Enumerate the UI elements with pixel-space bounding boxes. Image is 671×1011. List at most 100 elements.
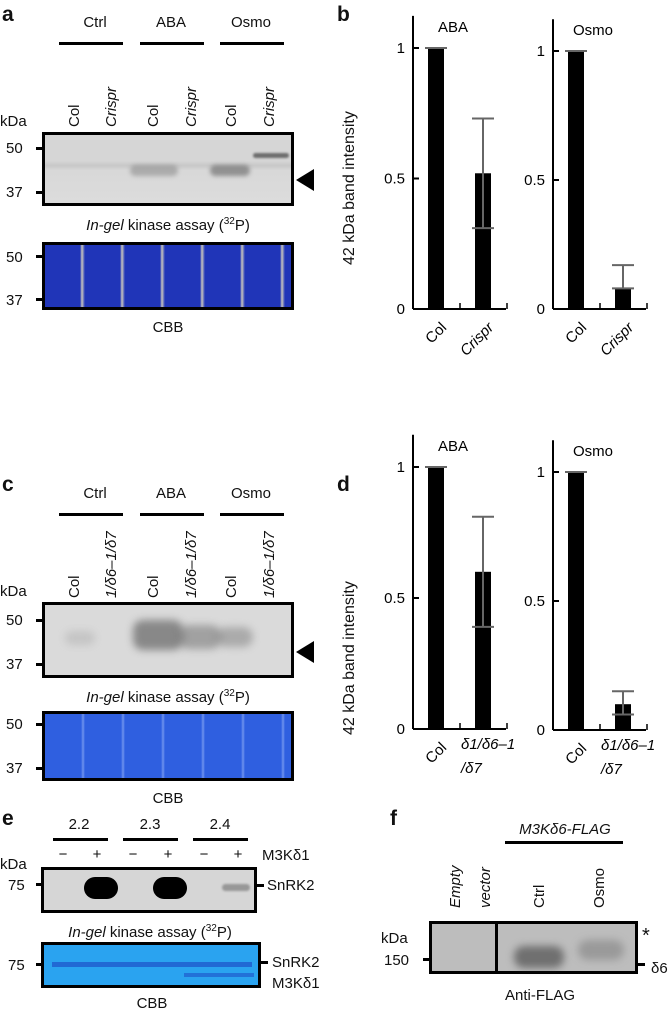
group-line <box>59 42 123 45</box>
marker-50: 50 <box>6 716 23 733</box>
marker-50: 50 <box>6 249 23 266</box>
y-tick-label: 1 <box>537 43 545 60</box>
y-tick-label: 0.5 <box>384 171 405 188</box>
band-label: δ6 <box>651 960 668 977</box>
band-label: SnRK2 <box>267 877 315 894</box>
marker-75: 75 <box>8 877 25 894</box>
group-label: Ctrl <box>83 485 107 502</box>
y-tick-label: 0.5 <box>524 172 545 189</box>
kinase-assay-blot <box>42 602 294 678</box>
x-tick-label: Col <box>422 319 450 347</box>
group-label: 2.4 <box>209 816 231 833</box>
marker-tick <box>423 958 430 961</box>
group-label: Ctrl <box>83 14 107 31</box>
bar <box>568 51 584 309</box>
group-line <box>220 513 284 516</box>
y-axis-label: 42 kDa band intensity <box>341 581 358 735</box>
chart-title: Osmo <box>573 443 613 460</box>
group-line <box>123 838 178 841</box>
marker-tick <box>36 619 43 622</box>
star-marker: * <box>642 925 650 947</box>
y-tick-label: 0.5 <box>384 590 405 607</box>
panel-label-f: f <box>390 807 397 830</box>
blot-caption: In-gel kinase assay (32P) <box>86 216 250 234</box>
kda-label: kDa <box>0 856 27 873</box>
group-label: Osmo <box>230 485 272 502</box>
sign: + <box>233 846 243 863</box>
sign: − <box>199 846 209 863</box>
bar <box>615 288 631 309</box>
chart-title: ABA <box>438 19 468 36</box>
marker-tick <box>36 767 43 770</box>
marker-tick <box>36 723 43 726</box>
marker-tick <box>36 663 43 666</box>
sign: + <box>163 846 173 863</box>
y-axis-label: 42 kDa band intensity <box>341 111 358 265</box>
construct-label: M3Kδ6-FLAG <box>519 821 611 838</box>
y-tick-label: 0.5 <box>524 593 545 610</box>
panel-label-a: a <box>2 3 14 26</box>
y-tick-label: 0 <box>397 721 405 738</box>
lane-label: Ctrl <box>531 884 548 908</box>
y-tick-label: 0 <box>537 722 545 739</box>
marker-tick <box>257 884 264 887</box>
marker-37: 37 <box>6 292 23 309</box>
marker-tick <box>36 298 43 301</box>
blot-caption: In-gel kinase assay (32P) <box>86 688 250 706</box>
bar <box>615 704 631 730</box>
marker-37: 37 <box>6 760 23 777</box>
cbb-label: CBB <box>136 995 168 1011</box>
lane-label: Empty <box>447 865 464 908</box>
cbb-gel <box>42 242 294 310</box>
marker-tick <box>261 961 268 964</box>
bar <box>568 472 584 730</box>
chart-title: ABA <box>438 438 468 455</box>
marker-37: 37 <box>6 184 23 201</box>
y-tick-label: 1 <box>397 459 405 476</box>
x-tick-label: Col <box>562 319 590 347</box>
group-label: ABA <box>155 14 187 31</box>
y-tick-label: 1 <box>397 40 405 57</box>
kinase-assay-blot <box>41 867 257 913</box>
group-line <box>505 841 623 844</box>
kda-label: kDa <box>0 583 27 600</box>
panel-label-c: c <box>2 473 14 496</box>
cbb-label-m3k: M3Kδ1 <box>272 975 320 992</box>
y-tick-label: 0 <box>537 301 545 318</box>
kda-label: kDa <box>0 113 27 130</box>
bar <box>475 173 491 309</box>
bar <box>475 571 491 729</box>
panel-label-e: e <box>2 807 14 830</box>
y-tick-label: 0 <box>397 301 405 318</box>
group-label: ABA <box>155 485 187 502</box>
marker-50: 50 <box>6 140 23 157</box>
x-tick-label: Col <box>422 739 450 767</box>
marker-75: 75 <box>8 957 25 974</box>
group-line <box>220 42 284 45</box>
band-arrow-icon <box>296 641 314 663</box>
group-label: Osmo <box>230 14 272 31</box>
cbb-label: CBB <box>152 319 184 336</box>
marker-tick <box>36 883 43 886</box>
x-tick-label: Col <box>562 740 590 768</box>
sign: − <box>58 846 68 863</box>
y-tick-label: 1 <box>537 464 545 481</box>
marker-tick <box>638 963 645 966</box>
group-line <box>53 838 108 841</box>
x-tick-label: δ1/δ6–1/δ7 <box>460 736 515 777</box>
bar <box>428 48 444 309</box>
kda-label: kDa <box>381 930 408 947</box>
cbb-gel <box>42 711 294 781</box>
blot-caption: Anti-FLAG <box>504 987 576 1004</box>
panel-label-d: d <box>337 473 350 496</box>
cbb-label-snrk2: SnRK2 <box>272 954 320 971</box>
marker-tick <box>36 963 43 966</box>
blot-caption: In-gel kinase assay (32P) <box>68 923 232 941</box>
row-label: M3Kδ1 <box>262 847 310 864</box>
group-label: 2.3 <box>139 816 161 833</box>
marker-37: 37 <box>6 656 23 673</box>
cbb-label: CBB <box>152 790 184 807</box>
group-line <box>59 513 123 516</box>
cbb-gel <box>41 942 261 988</box>
lane-label: vector <box>477 867 494 908</box>
